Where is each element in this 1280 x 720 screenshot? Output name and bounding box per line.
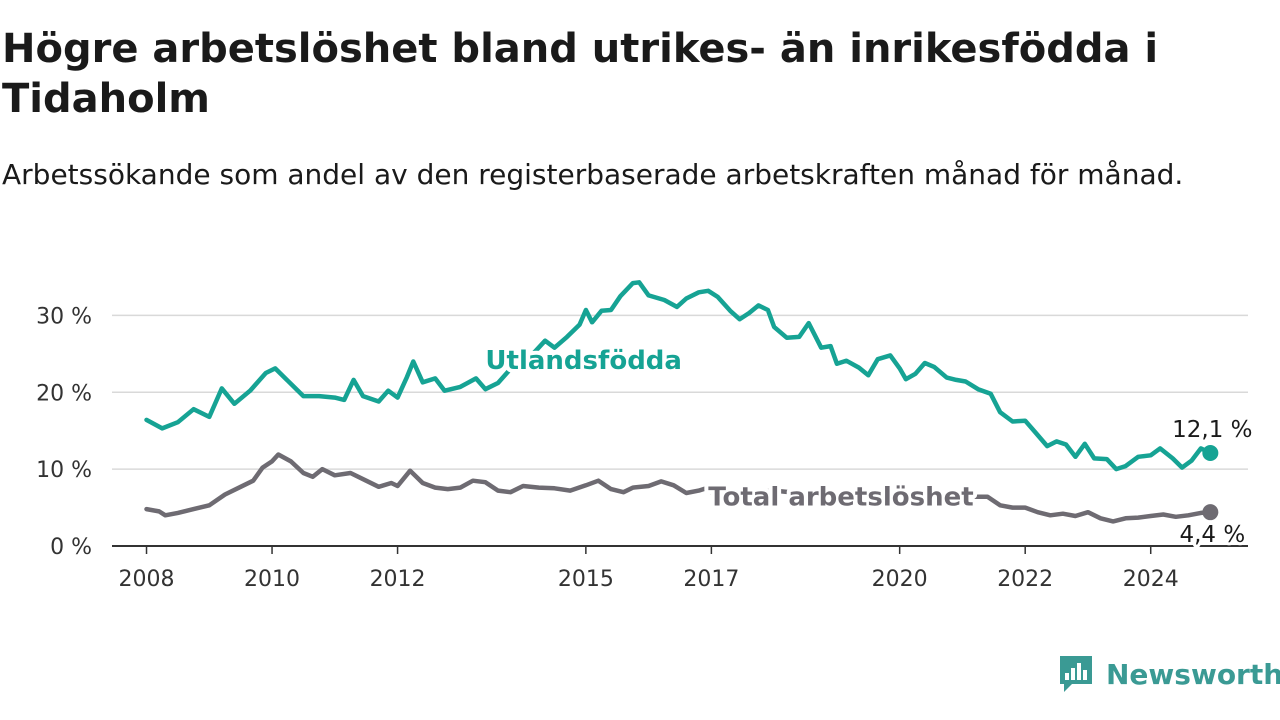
- series-label-total: Total arbetslöshet: [708, 482, 973, 512]
- brand-name: Newsworthy: [1106, 657, 1280, 691]
- series-end-point: [1202, 504, 1219, 521]
- series-line-total: [144, 452, 1213, 524]
- series-label-halo: Utlandsfödda: [485, 346, 682, 376]
- x-tick-label: 2022: [997, 567, 1053, 592]
- y-tick-label: 30 %: [36, 304, 92, 329]
- y-axis-ticks: 0 % 10 % 20 % 30 %: [36, 304, 92, 560]
- x-tick-label: 2010: [244, 567, 300, 592]
- y-tick-label: 10 %: [36, 458, 92, 483]
- x-tick-label: 2020: [872, 567, 928, 592]
- x-tick-label: 2015: [558, 567, 614, 592]
- series-lines: [144, 280, 1219, 524]
- gridlines: [112, 314, 1248, 470]
- series-line-utlandsfodda: [144, 280, 1213, 472]
- x-tick-label: 2008: [119, 567, 175, 592]
- end-value-halo: 4,4 %: [1179, 522, 1245, 548]
- newsworthy-icon: [1060, 656, 1092, 692]
- series-label-halo: Total arbetslöshet: [708, 482, 973, 512]
- x-axis: 2008 2010 2012 2015 2017 2020 2022 2024: [112, 545, 1248, 592]
- y-tick-label: 20 %: [36, 381, 92, 406]
- x-tick-label: 2024: [1123, 567, 1179, 592]
- end-value-total: 4,4 %: [1179, 522, 1245, 548]
- x-tick-label: 2012: [370, 567, 426, 592]
- chart-subtitle: Arbetssökande som andel av den registerb…: [2, 158, 1184, 191]
- x-tick-label: 2017: [683, 567, 739, 592]
- series-end-point: [1202, 444, 1219, 461]
- newsworthy-logo: Newsworthy: [1058, 654, 1280, 694]
- end-value-utlandsfodda: 12,1 %: [1172, 417, 1252, 443]
- y-tick-label: 0 %: [50, 535, 92, 560]
- chart-title: Högre arbetslöshet bland utrikes- än inr…: [2, 26, 1159, 122]
- end-value-halo: 12,1 %: [1172, 417, 1252, 443]
- series-label-utlandsfodda: Utlandsfödda: [485, 346, 682, 376]
